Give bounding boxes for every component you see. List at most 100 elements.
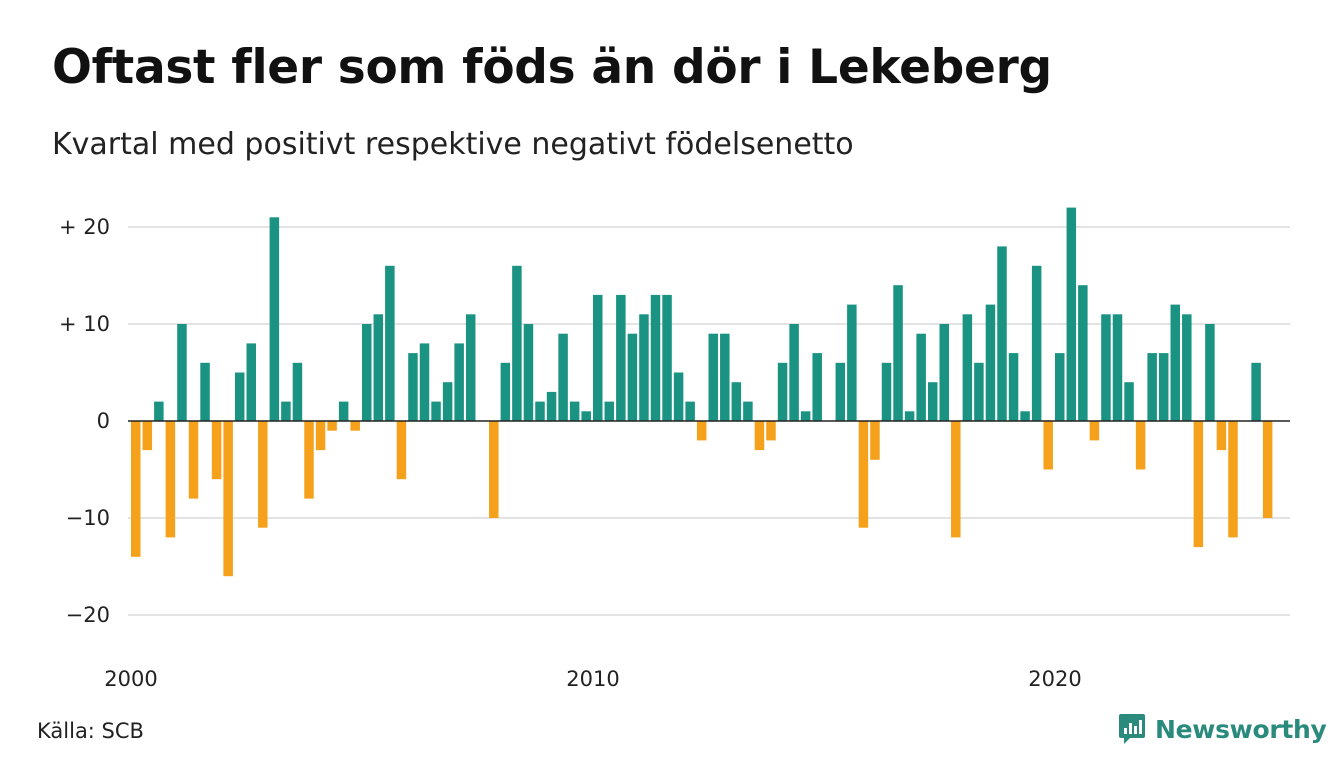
bar: [639, 314, 649, 421]
bar: [304, 421, 314, 499]
bar: [962, 314, 973, 421]
bar: [1020, 411, 1030, 421]
bar: [373, 314, 384, 421]
bar: [419, 343, 430, 421]
bar: [211, 421, 222, 480]
bar: [327, 421, 337, 431]
bar: [1251, 362, 1261, 421]
bar: [604, 401, 615, 421]
bar: [338, 401, 349, 421]
bar: [431, 401, 441, 421]
bar: [720, 333, 730, 421]
bar: [546, 391, 557, 421]
bar: [1089, 421, 1100, 441]
bar: [777, 362, 788, 421]
bars: [131, 207, 1273, 577]
bar: [292, 362, 303, 421]
bar: [1182, 314, 1192, 421]
bar: [569, 401, 580, 421]
bar: [512, 265, 522, 421]
bar: [985, 304, 996, 421]
bar: [385, 265, 395, 421]
bar: [870, 421, 880, 460]
bar: [1205, 324, 1215, 421]
bar: [858, 421, 869, 528]
bar: [1066, 207, 1077, 421]
bar: [465, 314, 476, 421]
x-tick-label: 2010: [566, 667, 619, 691]
bar: [246, 343, 256, 421]
bar: [234, 372, 245, 421]
bar: [223, 421, 233, 577]
bar: [500, 362, 511, 421]
bar: [904, 411, 915, 421]
bar: [396, 421, 407, 480]
bar: [131, 421, 141, 557]
bar: [489, 421, 499, 518]
bar: [362, 324, 372, 421]
bar: [789, 324, 799, 421]
bar: [812, 353, 822, 421]
bar: [743, 401, 753, 421]
x-tick-label: 2000: [104, 667, 157, 691]
bar: [1262, 421, 1273, 518]
bar: [616, 294, 626, 421]
bar: [881, 362, 892, 421]
bar: [1170, 304, 1180, 421]
bar: [454, 343, 464, 421]
bar: [1112, 314, 1123, 421]
bar: [766, 421, 776, 441]
bar: [523, 324, 534, 421]
bar: [1043, 421, 1053, 470]
bar: [696, 421, 707, 441]
x-axis-ticks: 2000 2010 2020: [104, 667, 1081, 691]
bar: [1055, 353, 1065, 421]
bar: [1216, 421, 1227, 451]
bar: [1031, 265, 1042, 421]
bar: [581, 411, 591, 421]
bar: [442, 382, 453, 421]
bar: [200, 362, 210, 421]
gridlines: [128, 226, 1290, 616]
bar: [708, 333, 718, 421]
bar: [258, 421, 268, 528]
bar: [142, 421, 153, 451]
bar: [558, 333, 568, 421]
bar: [627, 333, 638, 421]
bar: [800, 411, 811, 421]
x-tick-label: 2020: [1028, 667, 1081, 691]
bar: [1147, 353, 1157, 421]
source-note: Källa: SCB: [37, 719, 144, 743]
y-tick-label: + 10: [59, 312, 110, 336]
bar: [893, 285, 903, 421]
bar: [754, 421, 765, 451]
bar: [269, 217, 280, 421]
bar: [1124, 382, 1134, 421]
bar: [835, 362, 846, 421]
bar: [1008, 353, 1019, 421]
bar: [650, 294, 661, 421]
newsworthy-logo-text: Newsworthy: [1155, 714, 1327, 744]
bar: [350, 421, 360, 431]
bar: [847, 304, 857, 421]
bar: [188, 421, 199, 499]
newsworthy-logo: Newsworthy: [1118, 712, 1327, 746]
bar: [315, 421, 326, 451]
y-tick-label: + 20: [59, 215, 110, 239]
bar: [662, 294, 672, 421]
bar: [593, 294, 603, 421]
bar: [685, 401, 695, 421]
bar: [1135, 421, 1146, 470]
y-tick-label: −20: [66, 603, 110, 627]
bar: [939, 324, 949, 421]
bar: [1228, 421, 1238, 538]
bar: [997, 246, 1007, 421]
bar: [1158, 353, 1169, 421]
bar: [281, 401, 291, 421]
bar: [974, 362, 984, 421]
y-axis-ticks: + 20 + 10 0 −10 −20: [59, 215, 110, 627]
bar: [916, 333, 926, 421]
bar: [673, 372, 684, 421]
chart-title: Oftast fler som föds än dör i Lekeberg: [52, 40, 1052, 95]
